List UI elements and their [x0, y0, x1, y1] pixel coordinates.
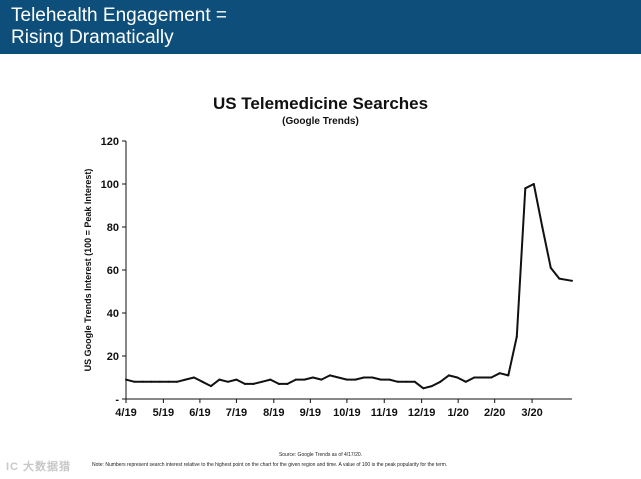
data-point: [201, 380, 204, 383]
x-tick-label: 9/19: [300, 407, 321, 419]
header-banner: [0, 0, 641, 54]
data-point: [286, 382, 289, 385]
data-point: [320, 378, 323, 381]
data-point: [192, 376, 195, 379]
x-tick-label: 3/20: [521, 407, 542, 419]
y-tick-label: 80: [107, 222, 119, 234]
x-tick-label: 4/19: [115, 407, 136, 419]
data-point: [158, 380, 161, 383]
data-point: [439, 380, 442, 383]
data-point: [311, 376, 314, 379]
footnote: Note: Numbers represent search interest …: [92, 462, 448, 468]
data-point: [294, 378, 297, 381]
y-tick-label: -: [115, 394, 119, 406]
page-title: Telehealth Engagement = Rising Dramatica…: [11, 5, 228, 48]
data-point: [345, 378, 348, 381]
x-tick-label: 6/19: [189, 407, 210, 419]
data-point: [354, 378, 357, 381]
y-tick-label: 60: [107, 265, 119, 277]
data-point: [235, 378, 238, 381]
data-point: [277, 382, 280, 385]
data-point: [396, 380, 399, 383]
data-point: [464, 380, 467, 383]
data-point: [524, 187, 527, 190]
data-point: [507, 374, 510, 377]
y-tick-label: 120: [101, 136, 119, 148]
data-point: [125, 378, 127, 381]
data-point: [388, 378, 391, 381]
data-point: [456, 376, 459, 379]
data-point: [405, 380, 408, 383]
data-point: [141, 380, 144, 383]
x-tick-label: 5/19: [153, 407, 174, 419]
data-point: [490, 376, 493, 379]
x-tick-label: 8/19: [263, 407, 284, 419]
x-tick-label: 12/19: [408, 407, 436, 419]
data-point: [243, 382, 246, 385]
data-point: [571, 279, 573, 282]
x-tick-label: 2/20: [484, 407, 505, 419]
data-point: [422, 387, 425, 390]
data-point: [226, 380, 229, 383]
data-point: [541, 226, 544, 228]
data-point: [413, 380, 416, 383]
y-tick-label: 100: [101, 179, 119, 191]
data-point: [558, 277, 561, 280]
data-point: [184, 378, 187, 381]
data-point: [498, 372, 501, 375]
data-point: [473, 376, 476, 379]
data-point: [252, 382, 255, 385]
data-point: [515, 335, 518, 338]
data-point: [133, 380, 136, 383]
data-point: [337, 376, 340, 379]
data-point: [379, 378, 382, 381]
data-point: [430, 385, 433, 388]
y-tick-label: 20: [107, 351, 119, 363]
data-point: [447, 374, 450, 377]
data-point: [362, 376, 365, 379]
chart-title: US Telemedicine Searches: [212, 94, 429, 113]
watermark-logo: IC 大数据猎: [6, 461, 72, 473]
data-point: [175, 380, 178, 383]
data-point: [167, 380, 170, 383]
data-point: [371, 376, 374, 379]
x-tick-label: 1/20: [447, 407, 468, 419]
chart-subtitle: (Google Trends): [282, 116, 359, 127]
data-point: [269, 378, 272, 381]
data-point: [260, 380, 263, 383]
x-tick-label: 7/19: [226, 407, 247, 419]
source-note: Source: Google Trends as of 4/17/20.: [278, 452, 363, 458]
series-line-telemedicine: [125, 183, 573, 390]
data-point: [549, 266, 552, 269]
data-point: [532, 183, 535, 185]
data-point: [150, 380, 153, 383]
data-point: [481, 376, 484, 379]
data-point: [328, 374, 331, 377]
data-point: [303, 378, 306, 381]
x-tick-label: 10/19: [333, 407, 361, 419]
data-point: [209, 385, 212, 388]
data-point: [218, 378, 221, 381]
x-tick-label: 11/19: [371, 407, 398, 419]
y-tick-label: 40: [107, 308, 119, 320]
